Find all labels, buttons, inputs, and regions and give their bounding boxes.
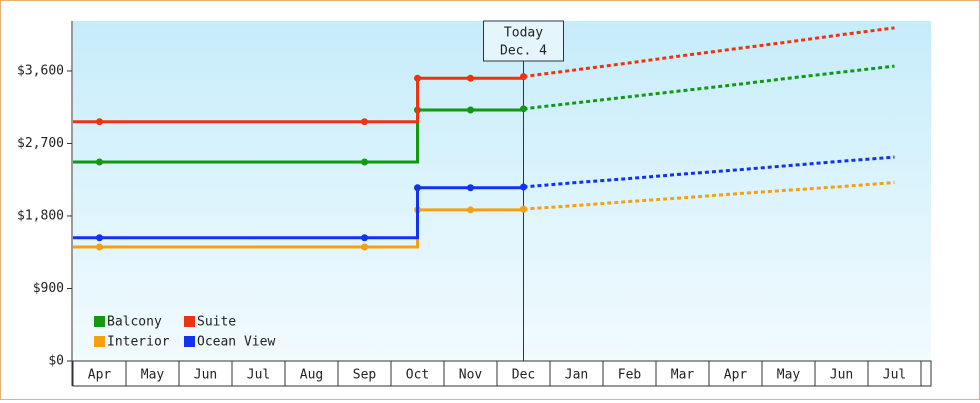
series-point — [361, 118, 368, 126]
x-tick-label: May — [141, 368, 165, 383]
legend-swatch — [94, 316, 105, 327]
x-tick-label: Feb — [618, 368, 642, 383]
series-point — [520, 205, 527, 213]
legend-label: Suite — [197, 315, 236, 330]
today-label: Today — [504, 26, 543, 41]
legend-label: Ocean View — [197, 335, 275, 350]
series-projection — [523, 181, 895, 211]
series-point — [520, 183, 527, 191]
legend-swatch — [94, 336, 105, 347]
series-projection — [523, 155, 895, 189]
y-tick-label: $3,600 — [17, 63, 64, 78]
series-point — [467, 206, 474, 214]
series-point — [520, 73, 527, 81]
y-tick-label: $0 — [48, 354, 64, 369]
series-projection — [523, 64, 895, 111]
x-axis-band — [72, 360, 932, 387]
series-line — [73, 108, 525, 164]
y-tick-label: $900 — [33, 281, 64, 296]
x-tick-label: Apr — [724, 368, 748, 383]
series-point — [96, 243, 103, 251]
series-line — [73, 76, 525, 124]
legend-label: Interior — [107, 335, 170, 350]
legend-swatch — [184, 316, 195, 327]
x-tick-label: Mar — [671, 368, 695, 383]
series-point — [361, 158, 368, 166]
series-point — [96, 118, 103, 126]
series-point — [361, 243, 368, 251]
y-tick-label: $1,800 — [17, 208, 64, 223]
legend-swatch — [184, 336, 195, 347]
series-point — [467, 106, 474, 114]
x-tick-label: Sep — [353, 368, 377, 383]
series-point — [96, 234, 103, 242]
series-point — [361, 234, 368, 242]
series-projection — [523, 26, 895, 79]
x-tick-label: Jun — [194, 368, 217, 383]
series-point — [467, 74, 474, 82]
x-tick-label: Jun — [830, 368, 853, 383]
series-point — [414, 184, 421, 192]
x-tick-label: May — [777, 368, 801, 383]
y-tick-label: $2,700 — [17, 136, 64, 151]
series-point — [520, 105, 527, 113]
x-tick-label: Oct — [406, 368, 429, 383]
x-tick-label: Nov — [459, 368, 483, 383]
plot-area — [73, 21, 931, 361]
x-tick-label: Dec — [512, 368, 535, 383]
series-point — [467, 184, 474, 192]
series-line — [73, 186, 525, 240]
legend-label: Balcony — [107, 315, 162, 330]
series-line — [73, 208, 525, 249]
series-point — [414, 74, 421, 82]
x-tick-label: Jul — [883, 368, 906, 383]
x-tick-label: Jan — [565, 368, 588, 383]
x-tick-label: Aug — [300, 368, 323, 383]
today-label: Dec. 4 — [500, 44, 547, 59]
x-tick-label: Apr — [88, 368, 112, 383]
x-tick-label: Jul — [247, 368, 270, 383]
today-box — [483, 20, 564, 62]
series-point — [96, 158, 103, 166]
